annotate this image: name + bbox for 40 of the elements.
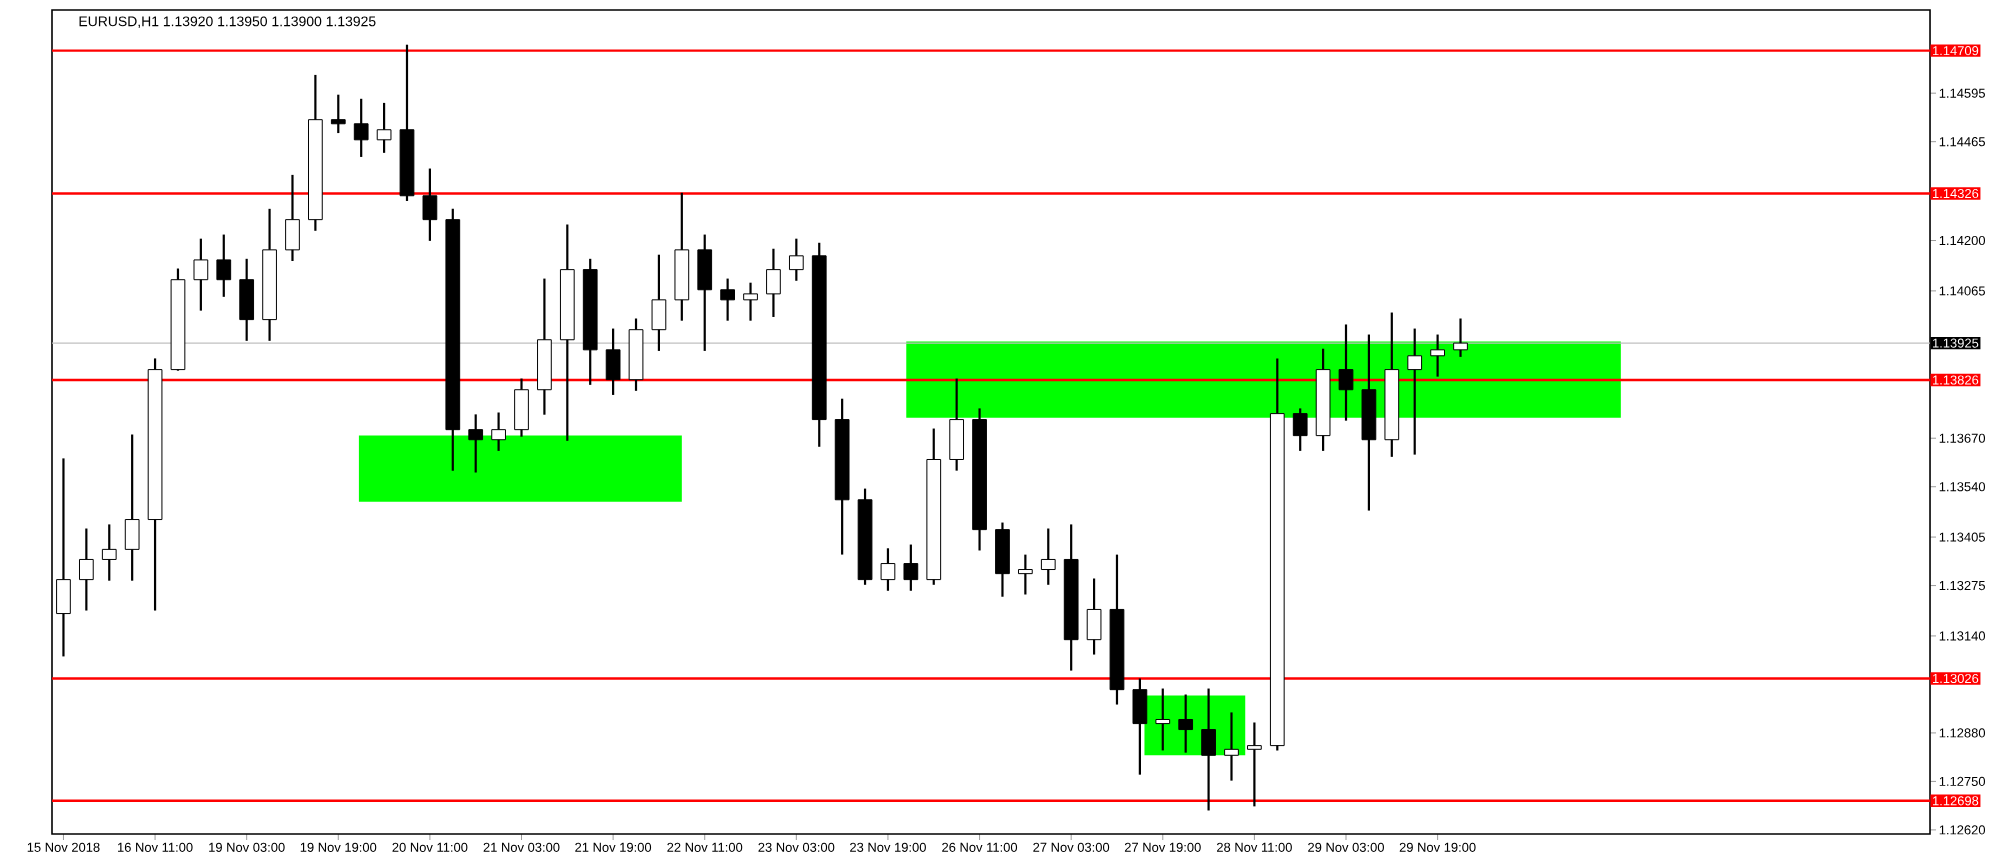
- candlestick: [1338, 324, 1354, 421]
- candlestick: [788, 238, 804, 281]
- candlestick: [1178, 694, 1194, 753]
- candlestick: [285, 174, 300, 262]
- candlestick: [376, 102, 392, 153]
- candlestick: [903, 544, 919, 591]
- candlestick: [239, 258, 255, 341]
- candlestick: [422, 168, 438, 241]
- candlestick: [101, 524, 117, 581]
- candlestick: [56, 458, 71, 657]
- candlestick: [193, 238, 209, 311]
- candlestick: [1407, 328, 1423, 455]
- candlestick: [1086, 578, 1102, 655]
- candlestick: [330, 94, 346, 134]
- candlestick: [514, 378, 529, 437]
- candlestick: [880, 548, 896, 591]
- candlestick: [995, 522, 1010, 597]
- candlestick: [1292, 408, 1308, 451]
- candlestick: [468, 414, 484, 473]
- candlestick: [1247, 722, 1262, 807]
- candlestick: [491, 412, 506, 451]
- candlestick: [1040, 528, 1056, 585]
- candlestick: [743, 282, 758, 321]
- candlestick: [605, 328, 621, 395]
- candlestick: [124, 434, 140, 581]
- candlestick: [1201, 688, 1216, 811]
- candlestick: [766, 248, 781, 317]
- candlestick: [651, 254, 667, 351]
- candlestick: [1132, 678, 1148, 775]
- candlestick: [720, 278, 735, 321]
- candlestick: [216, 234, 232, 297]
- candlestick: [1453, 318, 1468, 357]
- candlestick: [697, 234, 713, 351]
- candlestick: [1017, 554, 1033, 595]
- candlestick: [353, 98, 369, 157]
- candlestick: [1430, 334, 1445, 377]
- candlestick: [949, 378, 965, 471]
- candlestick: [1224, 712, 1239, 781]
- candlestick: [1155, 688, 1171, 751]
- candlestick: [78, 528, 94, 611]
